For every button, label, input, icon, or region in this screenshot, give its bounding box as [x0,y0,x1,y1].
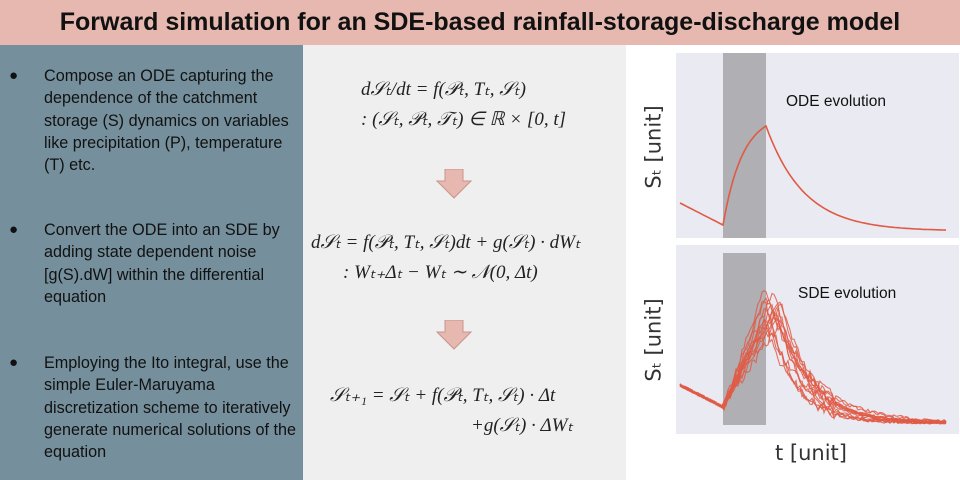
ode-y-axis-label-text: Sₜ [unit] [641,105,666,189]
bullet-dot: ● [9,67,19,84]
sde-sample-path [679,308,947,425]
sde-equation-line1: d𝒮ₜ = f(𝒫ₜ, Tₜ, 𝒮ₜ)dt + g(𝒮ₜ) · dWₜ [311,232,581,253]
title-bar: Forward simulation for an SDE-based rain… [0,0,960,45]
sde-sample-path [679,318,947,425]
plot-panel: ODE evolution Sₜ [unit] SDE evolution Sₜ… [626,45,960,480]
euler-maruyama-line2: +g(𝒮ₜ) · ΔWₜ [471,415,574,436]
bullet-dot: ● [9,354,19,371]
down-arrow-icon [436,320,472,350]
sde-sample-path [679,319,947,424]
sde-sample-path [679,301,947,425]
sde-equation-line2: : Wₜ₊Δₜ − Wₜ ∼ 𝒩(0, Δt) [343,262,538,283]
sde-y-axis-label-text: Sₜ [unit] [641,298,666,382]
ode-rain-shade [723,53,766,238]
page-title: Forward simulation for an SDE-based rain… [59,8,901,36]
bullet-text: Employing the Ito integral, use the simp… [44,354,296,462]
bullet-dot: ● [9,221,19,238]
sde-plot-title: SDE evolution [798,285,897,302]
sde-sample-path [679,296,947,423]
ode-equation-line1: d𝒮ₜ/dt = f(𝒫ₜ, Tₜ, 𝒮ₜ) [361,79,526,100]
down-arrow-icon [436,169,472,199]
bullet-panel: ● Compose an ODE capturing the dependenc… [0,45,303,480]
ode-plot-area: ODE evolution [676,53,959,238]
ode-curve [679,124,947,231]
bullet-text: Convert the ODE into an SDE by adding st… [44,221,280,306]
sde-plot-svg [679,253,947,425]
sde-curves [679,290,947,425]
euler-maruyama-line1: 𝒮ₜ₊₁ = 𝒮ₜ + f(𝒫ₜ, Tₜ, 𝒮ₜ) · Δt [330,385,556,406]
equation-panel: d𝒮ₜ/dt = f(𝒫ₜ, Tₜ, 𝒮ₜ) : (𝒮ₜ, 𝒫ₜ, 𝒯ₜ) ∈ … [303,45,626,480]
bullet-text: Compose an ODE capturing the dependence … [44,67,289,175]
sde-plot-area: SDE evolution [676,245,959,434]
ode-y-axis-label: Sₜ [unit] [642,90,666,205]
sde-sample-path [679,312,947,425]
ode-plot-svg [679,53,947,238]
x-axis-label: t [unit] [775,441,847,465]
sde-y-axis-label: Sₜ [unit] [642,283,666,398]
ode-equation-line2: : (𝒮ₜ, 𝒫ₜ, 𝒯ₜ) ∈ ℝ × [0, t] [361,109,566,130]
ode-plot-title: ODE evolution [786,93,886,110]
